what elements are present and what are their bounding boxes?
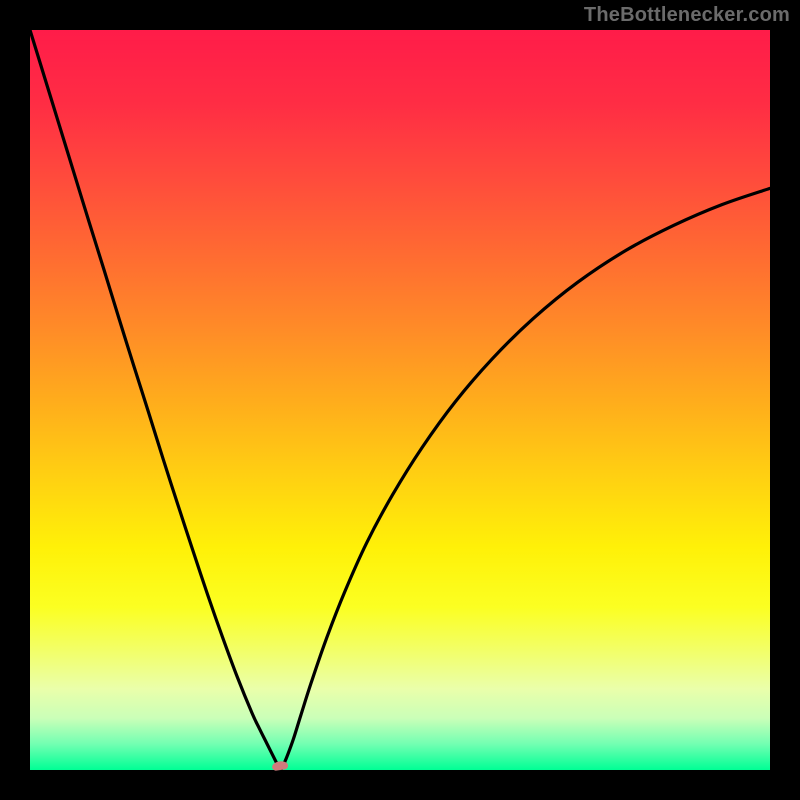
bottleneck-chart bbox=[0, 0, 800, 800]
watermark-text: TheBottlenecker.com bbox=[584, 4, 790, 27]
chart-frame: TheBottlenecker.com bbox=[0, 0, 800, 800]
